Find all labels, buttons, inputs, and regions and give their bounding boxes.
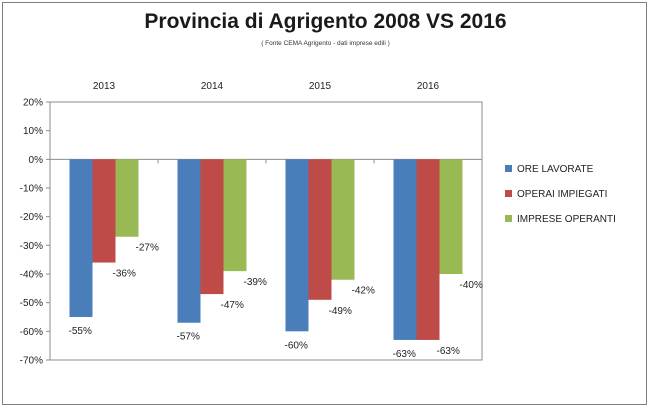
bar-ore-lavorate [69, 159, 93, 317]
data-label: -27% [136, 243, 159, 254]
data-label: -40% [460, 280, 483, 291]
data-label: -55% [69, 326, 92, 337]
data-label: -39% [244, 277, 267, 288]
legend-swatch [505, 190, 512, 197]
legend-swatch [505, 165, 512, 172]
data-label: -47% [221, 300, 244, 311]
y-tick-label: -40% [20, 270, 43, 281]
data-label: -42% [352, 286, 375, 297]
data-label: -49% [329, 306, 352, 317]
bar-imprese-operanti [331, 159, 355, 280]
x-tick-label: 2015 [309, 81, 332, 92]
plot-area [49, 101, 483, 361]
data-label: -63% [393, 349, 416, 360]
x-tick-label: 2014 [201, 81, 224, 92]
y-tick-label: -60% [20, 327, 43, 338]
bar-operai-impiegati [92, 159, 116, 263]
data-label: -57% [177, 332, 200, 343]
data-label: -60% [285, 340, 308, 351]
y-tick-label: 10% [23, 126, 43, 137]
y-tick-label: -20% [20, 212, 43, 223]
bar-ore-lavorate [285, 159, 309, 332]
bar-ore-lavorate [393, 159, 417, 340]
legend-label: OPERAI IMPIEGATI [517, 189, 607, 200]
bar-operai-impiegati [200, 159, 224, 295]
data-label: -36% [113, 269, 136, 280]
y-tick-label: -10% [20, 184, 43, 195]
y-tick-label: -50% [20, 298, 43, 309]
legend-label: IMPRESE OPERANTI [517, 214, 616, 225]
bar-operai-impiegati [416, 159, 440, 340]
chart-title: Provincia di Agrigento 2008 VS 2016 [144, 10, 507, 33]
y-tick-label: 0% [29, 155, 44, 166]
y-tick-label: -30% [20, 241, 43, 252]
bar-imprese-operanti [223, 159, 247, 272]
y-tick-label: 20% [23, 98, 43, 109]
legend-swatch [505, 215, 512, 222]
chart-subtitle: ( Fonte CEMA Agrigento - dati imprese ed… [261, 40, 390, 47]
data-label: -63% [437, 346, 460, 357]
bar-operai-impiegati [308, 159, 332, 300]
legend-label: ORE LAVORATE [517, 164, 594, 175]
y-tick-label: -70% [20, 356, 43, 367]
bar-ore-lavorate [177, 159, 201, 323]
x-tick-label: 2013 [93, 81, 116, 92]
bar-imprese-operanti [115, 159, 139, 237]
bar-imprese-operanti [439, 159, 463, 274]
x-tick-label: 2016 [417, 81, 440, 92]
